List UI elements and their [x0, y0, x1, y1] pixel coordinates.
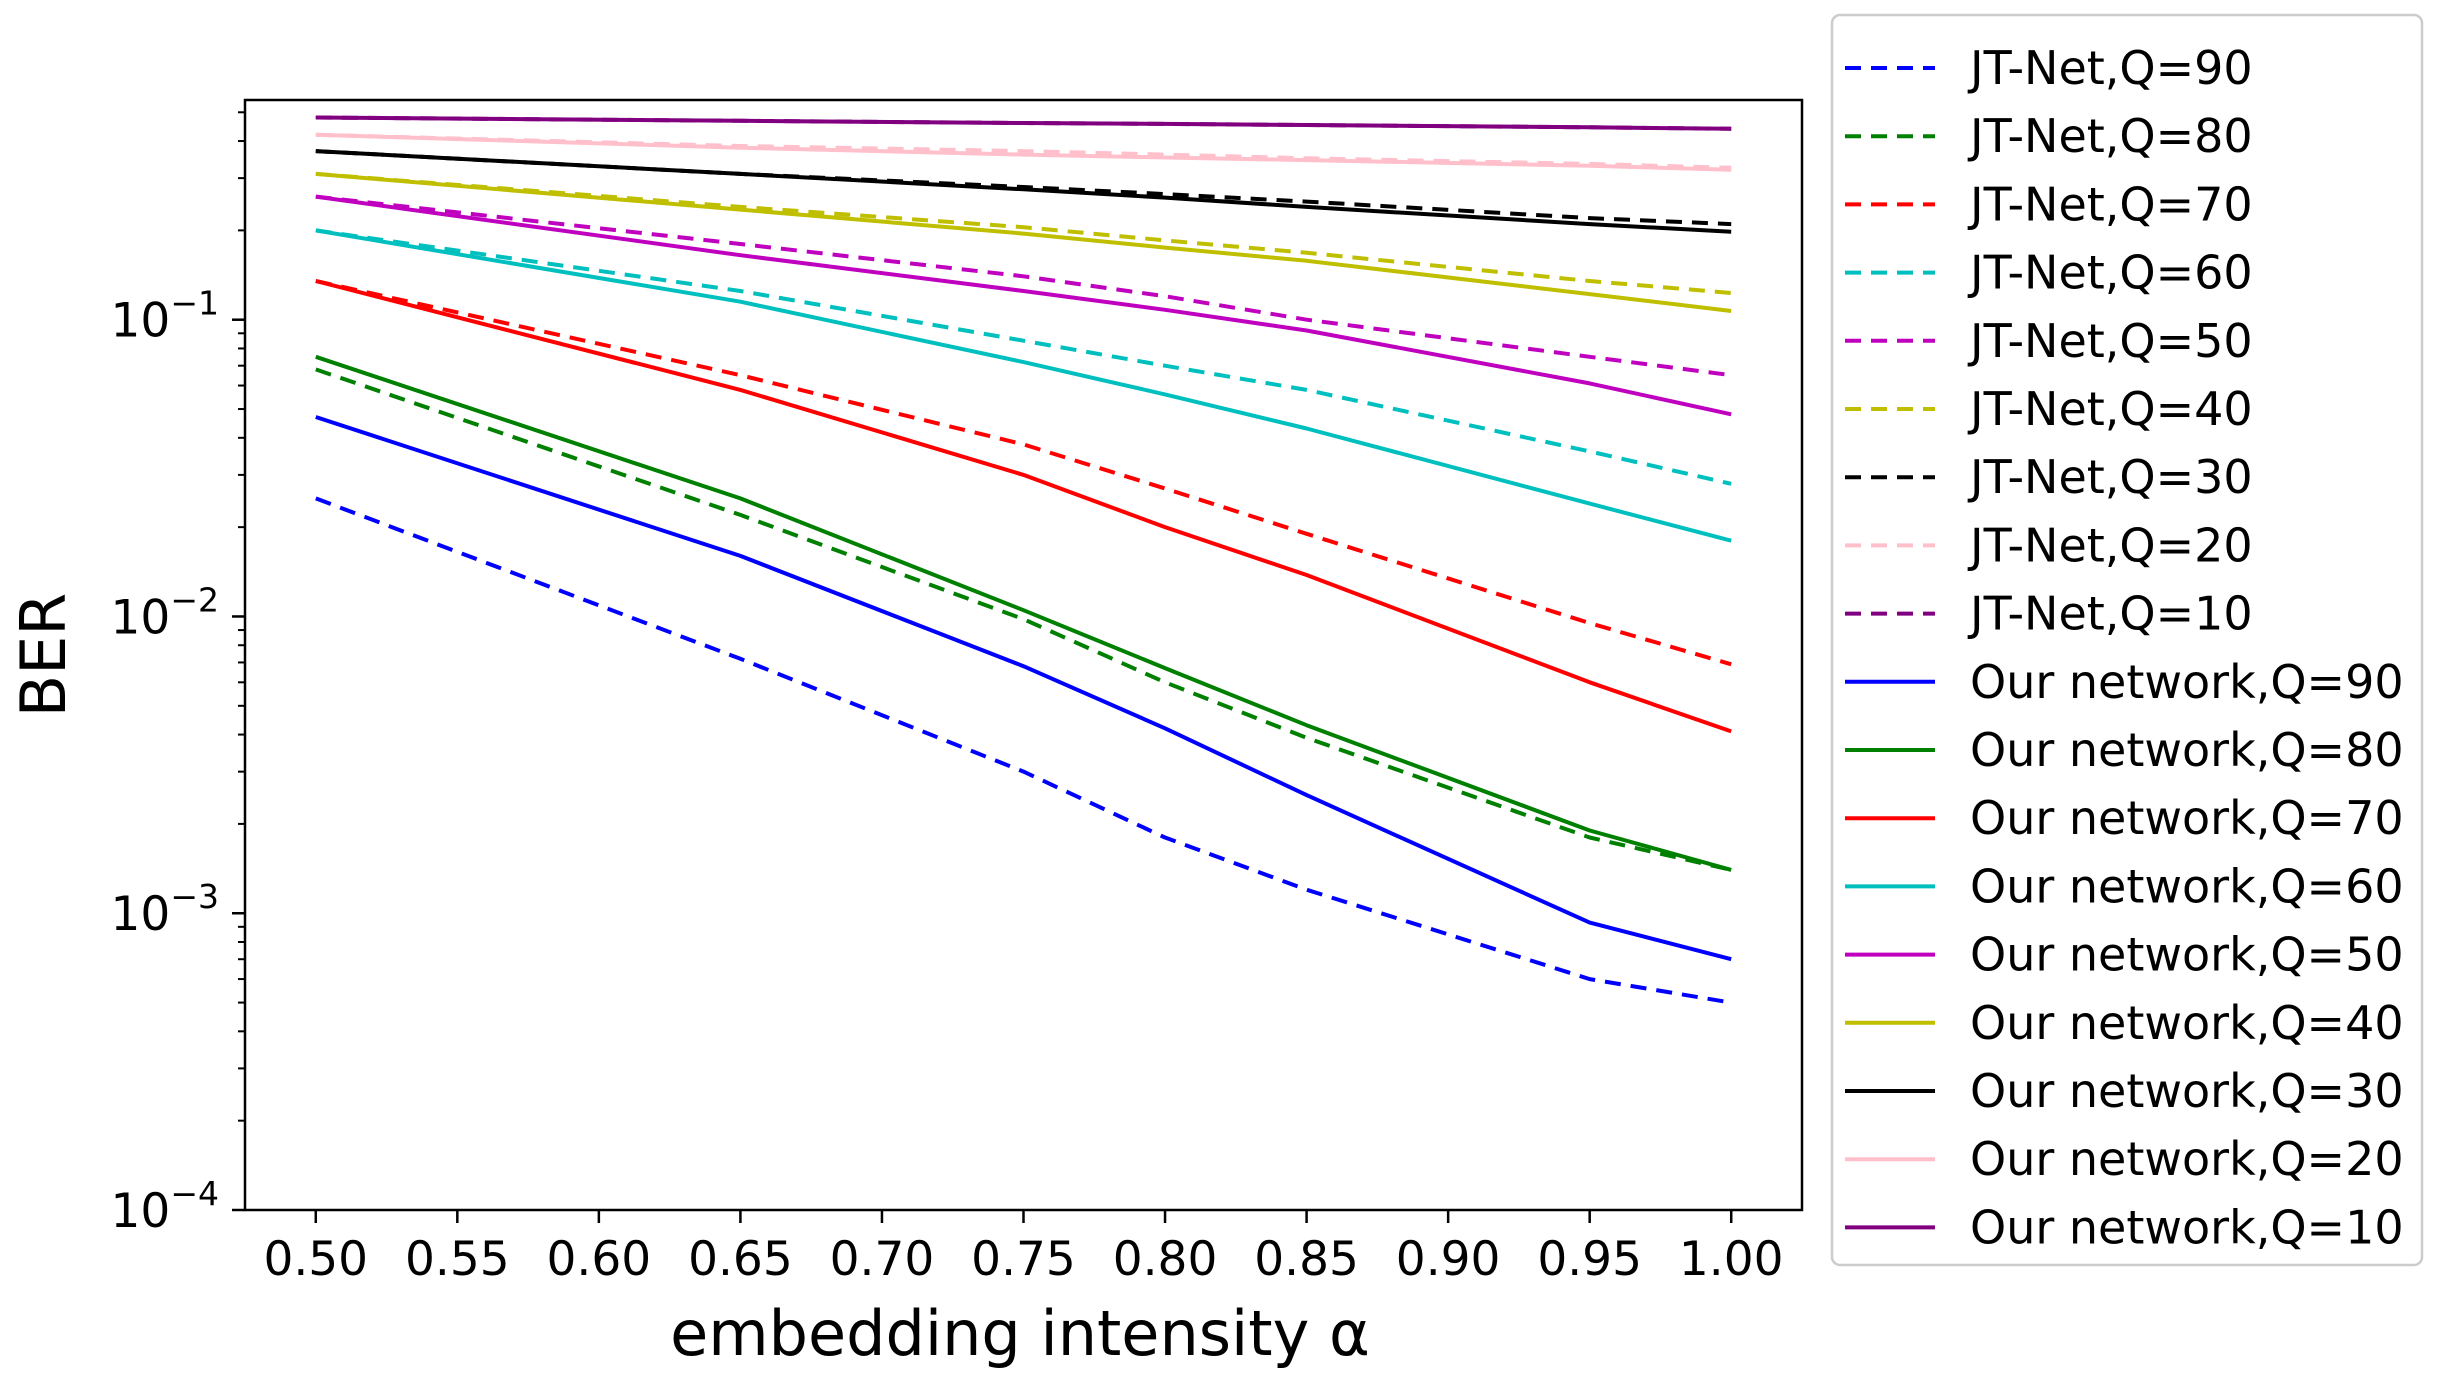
x-tick-label: 0.80 — [1113, 1232, 1218, 1287]
legend-label-12: Our network,Q=60 — [1970, 859, 2404, 913]
legend: JT-Net,Q=90 JT-Net,Q=80 JT-Net,Q=70 JT-Net,… — [1830, 13, 2424, 1267]
x-tick-label: 0.95 — [1537, 1232, 1642, 1287]
series-layer — [315, 115, 1732, 1005]
x-tick-label: 0.90 — [1396, 1232, 1501, 1287]
legend-label-2: JT-Net,Q=70 — [1967, 177, 2253, 231]
series-line-5 — [315, 171, 1732, 295]
series-line-12 — [315, 228, 1732, 543]
series-line-9 — [315, 415, 1732, 962]
legend-label-17: Our network,Q=10 — [1970, 1200, 2404, 1254]
series-line-11 — [315, 279, 1732, 734]
legend-label-15: Our network,Q=30 — [1970, 1064, 2404, 1118]
series-line-10 — [315, 354, 1732, 872]
series-line-13 — [315, 194, 1732, 417]
y-axis: 10−1 10−2 10−3 10−4 — [111, 111, 245, 1239]
legend-label-9: Our network,Q=90 — [1970, 655, 2404, 709]
x-tick-label: 0.75 — [971, 1232, 1076, 1287]
x-tick-label: 0.65 — [688, 1232, 793, 1287]
legend-label-7: JT-Net,Q=20 — [1967, 518, 2253, 572]
x-tick-label: 1.00 — [1679, 1232, 1784, 1287]
legend-label-6: JT-Net,Q=30 — [1967, 450, 2253, 504]
series-line-0 — [315, 496, 1732, 1005]
x-tick-label: 0.70 — [830, 1232, 935, 1287]
y-tick-label: 10−1 — [111, 284, 219, 349]
legend-label-14: Our network,Q=40 — [1970, 996, 2404, 1050]
legend-label-4: JT-Net,Q=50 — [1967, 314, 2253, 368]
y-axis-title: BER — [7, 593, 80, 718]
series-line-14 — [315, 171, 1732, 313]
series-line-1 — [315, 367, 1732, 872]
legend-label-8: JT-Net,Q=10 — [1967, 587, 2253, 641]
x-axis: 0.50 0.55 0.60 0.65 0.70 0.75 0.80 0.85 0.90 0.95… — [263, 1210, 1784, 1287]
legend-label-3: JT-Net,Q=60 — [1967, 246, 2253, 300]
series-line-16 — [315, 132, 1732, 172]
legend-label-16: Our network,Q=20 — [1970, 1132, 2404, 1186]
x-axis-title: embedding intensity α — [670, 1297, 1370, 1370]
legend-frame — [1830, 13, 2424, 1267]
legend-label-1: JT-Net,Q=80 — [1967, 109, 2253, 163]
y-tick-label: 10−3 — [111, 877, 219, 942]
x-tick-label: 0.50 — [263, 1232, 368, 1287]
legend-label-0: JT-Net,Q=90 — [1967, 41, 2253, 95]
series-line-4 — [315, 194, 1732, 378]
legend-label-11: Our network,Q=70 — [1970, 791, 2404, 845]
legend-label-10: Our network,Q=80 — [1970, 723, 2404, 777]
y-tick-label: 10−2 — [111, 580, 219, 645]
x-tick-label: 0.85 — [1254, 1232, 1359, 1287]
x-tick-label: 0.55 — [405, 1232, 510, 1287]
series-line-15 — [315, 149, 1732, 234]
legend-label-13: Our network,Q=50 — [1970, 928, 2404, 982]
series-line-3 — [315, 228, 1732, 486]
legend-label-5: JT-Net,Q=40 — [1967, 382, 2253, 436]
x-tick-label: 0.60 — [547, 1232, 652, 1287]
y-tick-label: 10−4 — [111, 1174, 219, 1239]
series-line-17 — [315, 115, 1732, 131]
